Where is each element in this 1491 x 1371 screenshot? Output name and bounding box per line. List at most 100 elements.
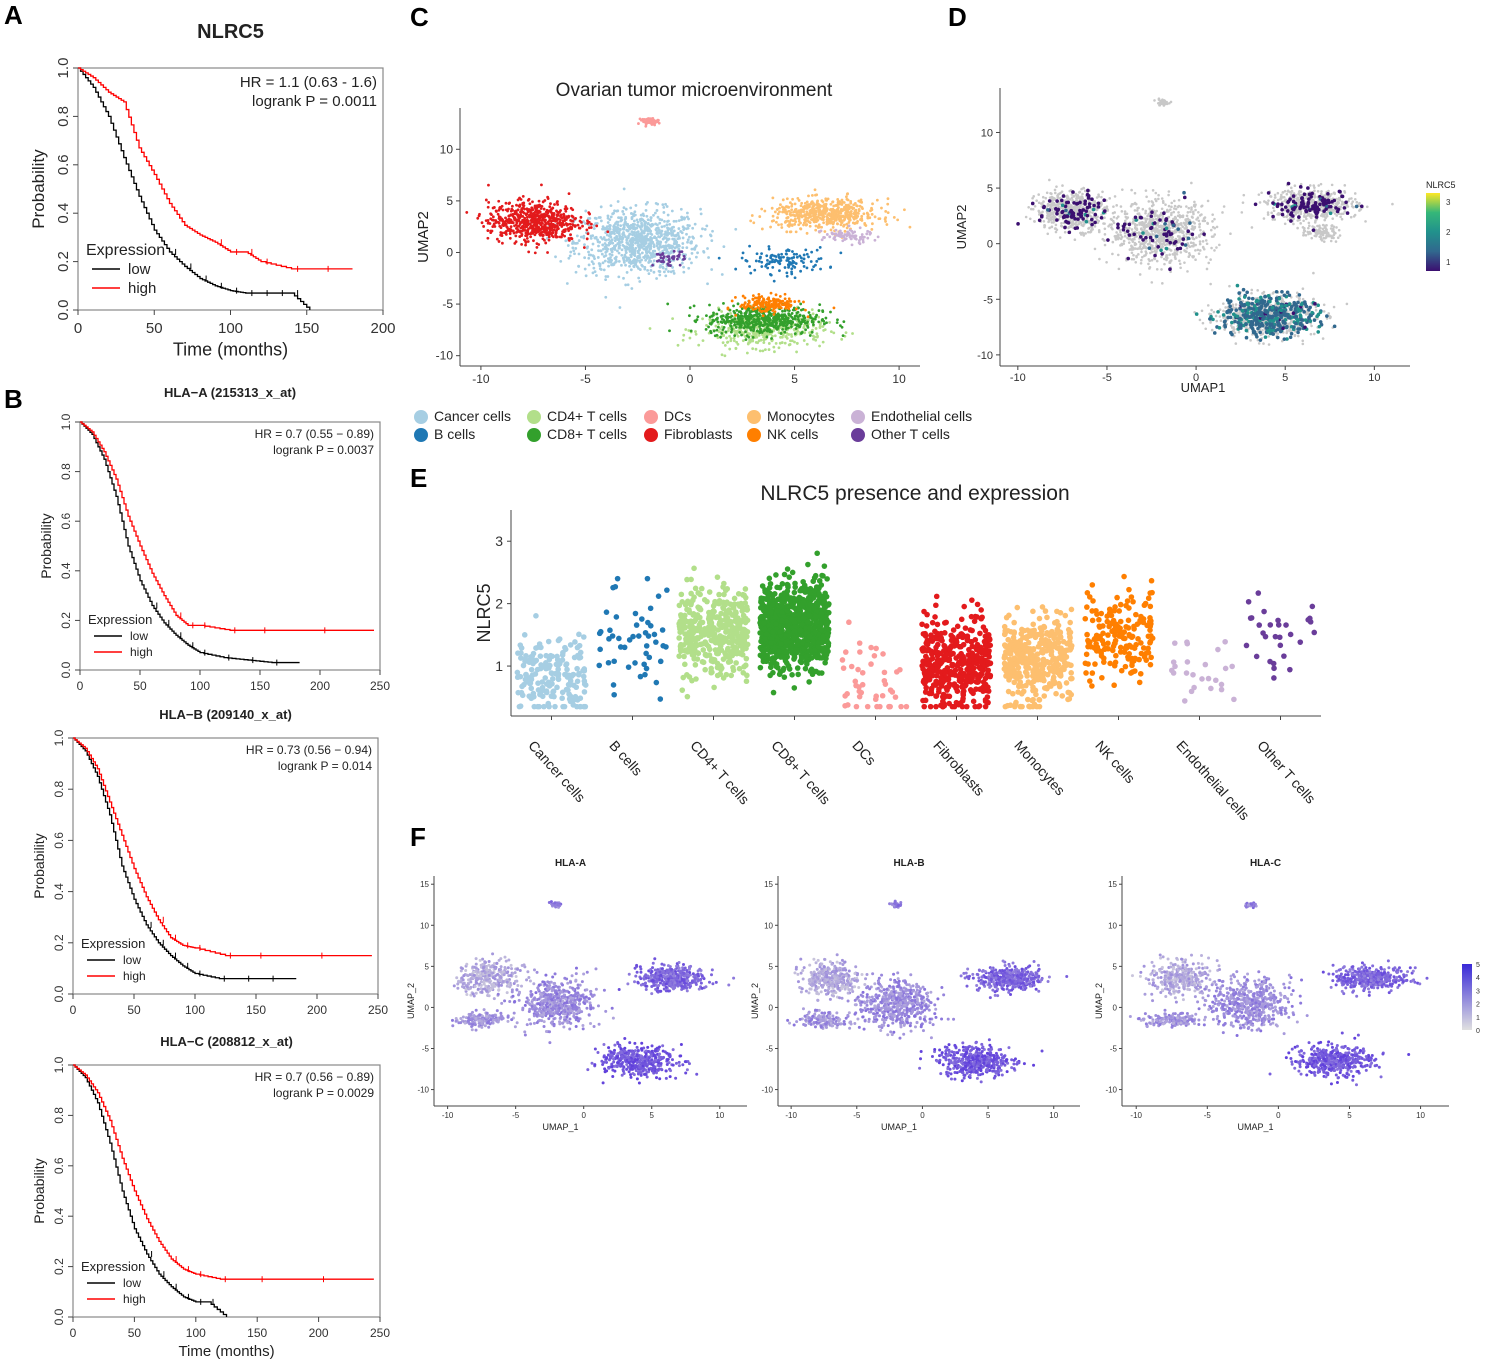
umap-point xyxy=(734,295,737,299)
umap-point xyxy=(631,246,635,250)
umap-point xyxy=(1151,228,1154,231)
umap-point xyxy=(745,316,749,320)
umap-point xyxy=(694,330,697,333)
umap-point xyxy=(830,215,834,219)
umap-point xyxy=(846,230,850,234)
umap-point xyxy=(639,118,643,122)
umap-point xyxy=(645,234,649,238)
x-tick-label: 0 xyxy=(687,372,694,386)
umap-point xyxy=(1192,228,1195,231)
umap-point xyxy=(1164,247,1167,250)
umap-point xyxy=(837,232,841,236)
umap-point xyxy=(1050,195,1054,199)
umap-point xyxy=(608,231,612,235)
umap-point xyxy=(524,231,528,235)
umap-point xyxy=(783,301,787,305)
umap-point xyxy=(734,267,738,271)
umap-point xyxy=(1142,229,1146,232)
umap-point xyxy=(811,204,815,208)
umap-point xyxy=(617,246,621,250)
umap-point xyxy=(1094,216,1098,219)
umap-point xyxy=(648,259,651,262)
y-tick-label: 0.8 xyxy=(55,106,72,127)
umap-point xyxy=(643,229,646,233)
umap-point xyxy=(733,323,736,327)
umap-point xyxy=(652,263,656,267)
umap-point xyxy=(836,222,839,226)
umap-point xyxy=(801,318,805,322)
umap-point xyxy=(826,222,830,226)
umap-point xyxy=(524,213,528,217)
umap-point xyxy=(750,321,754,325)
umap-point xyxy=(793,209,797,213)
umap-point xyxy=(730,327,734,331)
umap-point xyxy=(636,230,640,234)
umap-point xyxy=(1186,270,1189,273)
umap-point xyxy=(1172,231,1176,235)
umap-point xyxy=(652,120,656,124)
umap-point xyxy=(568,233,572,237)
umap-point xyxy=(672,249,676,253)
umap-point xyxy=(802,314,806,318)
umap-point xyxy=(837,234,841,238)
umap-point xyxy=(552,223,556,227)
umap-point xyxy=(1068,208,1072,211)
umap-point xyxy=(743,334,747,338)
umap-point xyxy=(857,207,861,211)
umap-point xyxy=(808,221,812,224)
umap-point xyxy=(624,235,627,239)
umap-point xyxy=(759,255,762,259)
umap-point xyxy=(1196,248,1200,252)
umap-point xyxy=(527,250,531,254)
umap-point xyxy=(537,220,541,224)
umap-point xyxy=(1046,214,1050,217)
umap-point xyxy=(766,304,770,308)
umap-point xyxy=(805,206,809,210)
umap-point xyxy=(550,213,554,217)
umap-point xyxy=(787,248,791,252)
umap-point xyxy=(809,208,813,212)
umap-point xyxy=(793,340,796,344)
umap-point xyxy=(693,319,697,323)
umap-point xyxy=(650,233,654,236)
umap-point xyxy=(1073,207,1077,211)
umap-point xyxy=(1140,247,1143,251)
umap-point xyxy=(726,312,730,316)
umap-point xyxy=(847,232,850,236)
umap-point xyxy=(866,215,870,219)
umap-point xyxy=(640,240,644,244)
umap-point xyxy=(723,320,727,324)
umap-point xyxy=(1213,217,1216,221)
umap-point xyxy=(770,339,774,343)
umap-point xyxy=(692,236,695,240)
umap-point xyxy=(556,203,560,206)
umap-point xyxy=(1140,237,1144,240)
umap-point xyxy=(731,319,735,323)
umap-point xyxy=(1059,197,1062,200)
umap-point xyxy=(497,221,501,225)
umap-point xyxy=(708,315,712,319)
umap-point xyxy=(796,325,800,329)
umap-point xyxy=(1106,209,1110,212)
umap-point xyxy=(754,301,758,305)
umap-point xyxy=(1168,248,1171,251)
umap-point xyxy=(596,240,600,244)
umap-point xyxy=(827,221,831,225)
umap-point xyxy=(837,214,841,218)
umap-point xyxy=(1159,218,1163,222)
umap-point xyxy=(554,255,557,259)
umap-point xyxy=(752,329,755,333)
umap-point xyxy=(1187,220,1191,224)
umap-point xyxy=(1173,225,1177,229)
umap-point xyxy=(1125,217,1129,220)
umap-point xyxy=(1179,222,1183,225)
umap-point xyxy=(642,242,646,246)
umap-point xyxy=(1062,212,1066,215)
umap-point xyxy=(1135,223,1139,227)
umap-point xyxy=(764,316,768,320)
umap-point xyxy=(1144,219,1148,222)
umap-point xyxy=(1111,252,1114,256)
umap-point xyxy=(748,316,752,320)
umap-point xyxy=(636,223,639,227)
umap-point xyxy=(793,265,797,269)
